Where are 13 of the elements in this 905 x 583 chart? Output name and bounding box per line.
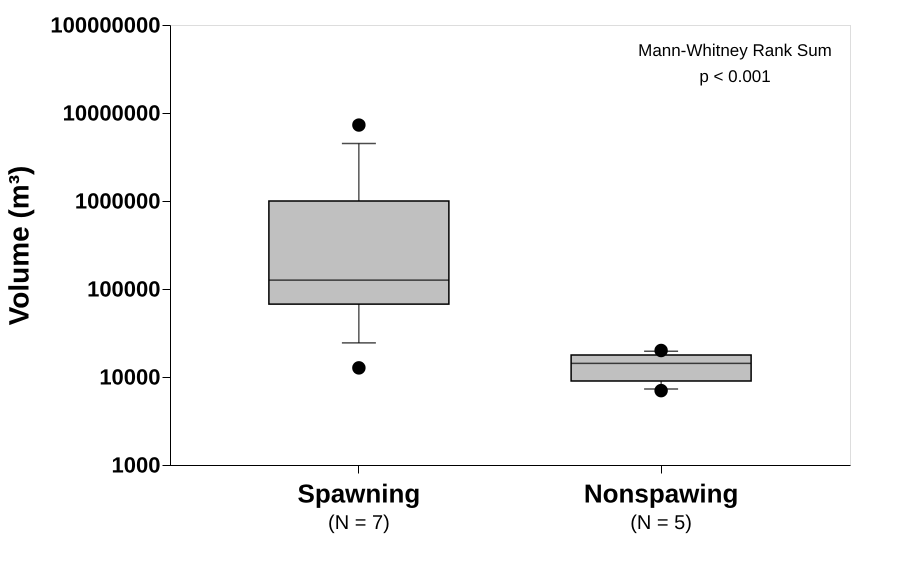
x-tick-label: Spawning bbox=[298, 478, 420, 508]
text: (N = 7) bbox=[328, 512, 390, 534]
annotation: Mann-Whitney Rank Sum bbox=[638, 41, 832, 60]
x-tick-label: Nonspawing bbox=[584, 478, 738, 508]
y-axis-title: Volume (m³) bbox=[3, 166, 34, 326]
y-tick-label: 100000000 bbox=[50, 12, 160, 38]
y-tick-label: 10000000 bbox=[62, 100, 160, 126]
y-tick-label: 10000 bbox=[99, 364, 160, 390]
y-tick-label: 100000 bbox=[87, 276, 160, 302]
text: (N = 5) bbox=[630, 512, 692, 534]
y-tick-label: 1000000 bbox=[74, 188, 160, 214]
annotation: p < 0.001 bbox=[699, 67, 771, 86]
y-tick-label: 1000 bbox=[112, 452, 160, 478]
